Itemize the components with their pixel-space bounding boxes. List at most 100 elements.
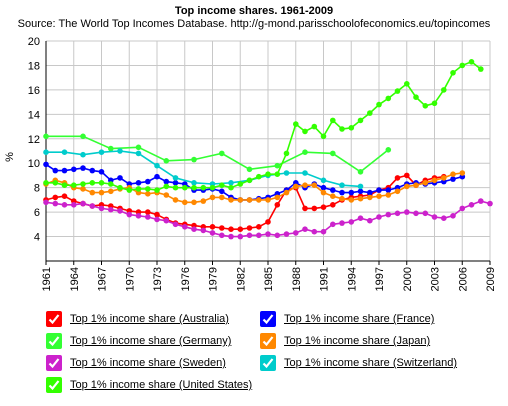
data-point	[108, 206, 114, 213]
data-point	[182, 224, 188, 230]
data-point	[246, 177, 253, 184]
checkbox-checked-icon[interactable]	[260, 311, 276, 327]
data-point	[330, 187, 336, 193]
data-point	[43, 180, 49, 186]
data-point	[71, 202, 77, 208]
data-point	[348, 197, 355, 203]
data-point	[320, 189, 327, 196]
checkbox-checked-icon[interactable]	[260, 333, 276, 349]
data-point	[376, 101, 382, 108]
data-point	[487, 200, 493, 207]
checkbox-checked-icon[interactable]	[46, 311, 62, 327]
data-point	[265, 231, 271, 237]
data-point	[80, 181, 86, 187]
x-tick-label: 1961	[41, 267, 53, 291]
data-point	[61, 167, 68, 174]
data-point	[441, 175, 447, 181]
data-point	[61, 202, 68, 208]
x-tick-label: 1964	[69, 267, 81, 291]
data-point	[320, 204, 327, 210]
legend-item[interactable]: Top 1% income share (Switzerland)	[260, 354, 457, 372]
legend-label[interactable]: Top 1% income share (Switzerland)	[284, 357, 458, 369]
data-point	[357, 215, 364, 221]
y-tick-label: 14	[28, 109, 40, 121]
data-point	[80, 133, 86, 140]
data-point	[209, 224, 216, 230]
data-point	[265, 171, 271, 177]
checkbox-checked-icon[interactable]	[46, 355, 62, 371]
data-point	[209, 230, 216, 236]
series-line	[46, 60, 482, 191]
data-point	[71, 182, 77, 188]
data-point	[191, 180, 197, 186]
legend-item[interactable]: Top 1% income share (Sweden)	[46, 354, 226, 372]
data-point	[163, 217, 170, 224]
data-point	[172, 197, 179, 203]
data-point	[459, 205, 466, 212]
data-point	[422, 103, 429, 109]
legend-label[interactable]: Top 1% income share (Germany)	[70, 335, 232, 347]
data-point	[339, 182, 345, 188]
data-point	[163, 158, 170, 164]
data-point	[219, 225, 225, 231]
legend-item[interactable]: Top 1% income share (United States)	[46, 376, 252, 394]
data-point	[154, 162, 160, 169]
data-point	[255, 224, 262, 230]
x-tick-label: 1979	[208, 267, 220, 291]
legend-label[interactable]: Top 1% income share (Sweden)	[70, 357, 226, 369]
legend-item[interactable]: Top 1% income share (Germany)	[46, 332, 231, 350]
data-point	[154, 173, 160, 180]
x-tick-label: 1976	[180, 267, 192, 291]
legend-item[interactable]: Top 1% income share (Australia)	[46, 310, 229, 328]
data-point	[145, 209, 151, 215]
data-point	[145, 214, 151, 220]
data-point	[283, 231, 290, 237]
data-point	[237, 197, 244, 203]
x-tick-label: 1988	[291, 267, 303, 291]
data-point	[385, 187, 392, 193]
x-tick-label: 1991	[319, 267, 331, 291]
checkbox-checked-icon[interactable]	[260, 355, 276, 371]
data-point	[274, 171, 281, 177]
data-point	[302, 149, 308, 155]
data-point	[219, 150, 225, 157]
data-point	[404, 172, 410, 179]
series-2	[43, 133, 392, 175]
data-point	[228, 226, 234, 232]
data-point	[228, 184, 234, 191]
data-point	[52, 180, 59, 186]
data-point	[108, 181, 114, 187]
data-point	[302, 128, 308, 135]
data-point	[274, 162, 281, 169]
x-tick-label: 1985	[263, 267, 275, 291]
checkbox-checked-icon[interactable]	[46, 333, 62, 349]
data-point	[394, 188, 401, 195]
checkbox-checked-icon[interactable]	[46, 377, 62, 393]
series-line	[45, 163, 463, 201]
series-line	[46, 150, 361, 188]
data-point	[255, 232, 262, 239]
data-point	[80, 186, 86, 192]
data-point	[219, 232, 225, 239]
data-point	[274, 194, 281, 201]
legend-label[interactable]: Top 1% income share (Japan)	[284, 335, 431, 347]
data-point	[320, 133, 327, 140]
data-point	[376, 193, 382, 199]
data-point	[367, 110, 373, 116]
legend-label[interactable]: Top 1% income share (Australia)	[70, 313, 229, 325]
legend-item[interactable]: Top 1% income share (Japan)	[260, 332, 430, 350]
data-point	[43, 133, 49, 140]
data-point	[108, 188, 114, 195]
data-point	[219, 182, 225, 188]
data-point	[367, 217, 373, 224]
data-point	[154, 216, 160, 223]
data-point	[163, 192, 170, 198]
data-point	[182, 184, 188, 191]
data-point	[367, 194, 373, 201]
legend-label[interactable]: Top 1% income share (United States)	[70, 379, 253, 391]
data-point	[357, 188, 364, 195]
data-point	[357, 195, 364, 202]
y-tick-label: 18	[28, 60, 40, 72]
legend-item[interactable]: Top 1% income share (France)	[260, 310, 434, 328]
legend-label[interactable]: Top 1% income share (France)	[284, 313, 435, 325]
